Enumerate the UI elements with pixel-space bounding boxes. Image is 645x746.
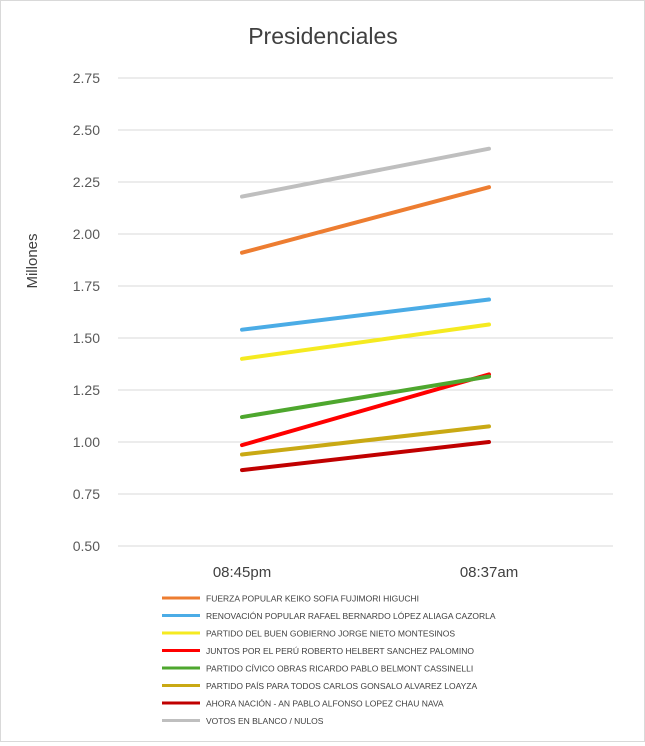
legend-entry: RENOVACIÓN POPULAR RAFAEL BERNARDO LÓPEZ… xyxy=(206,611,496,621)
y-tick-label: 0.75 xyxy=(73,486,100,502)
legend-entry: FUERZA POPULAR KEIKO SOFIA FUJIMORI HIGU… xyxy=(206,594,419,604)
y-tick-label: 2.25 xyxy=(73,174,100,190)
y-tick-label: 0.50 xyxy=(73,538,100,554)
series-line xyxy=(240,374,491,420)
legend-entry: AHORA NACIÓN - AN PABLO ALFONSO LOPEZ CH… xyxy=(206,699,444,709)
legend-entry: PARTIDO PAÍS PARA TODOS CARLOS GONSALO A… xyxy=(206,681,477,691)
y-tick-label: 1.75 xyxy=(73,278,100,294)
y-axis-ticks: 0.50 0.75 1.00 1.25 1.50 1.75 2.00 2.25 2.50 2.75 xyxy=(73,70,100,554)
y-axis-label: Millones xyxy=(24,233,41,288)
series-line xyxy=(240,297,491,332)
series-line xyxy=(240,322,491,361)
legend-entry: PARTIDO DEL BUEN GOBIERNO JORGE NIETO MO… xyxy=(206,629,455,639)
x-tick-label: 08:45pm xyxy=(213,564,271,581)
y-tick-label: 2.50 xyxy=(73,122,100,138)
x-tick-label: 08:37am xyxy=(460,564,518,581)
y-tick-label: 1.25 xyxy=(73,382,100,398)
series-line xyxy=(240,146,491,199)
series-line xyxy=(240,185,491,255)
series-lines xyxy=(240,146,491,473)
legend: FUERZA POPULAR KEIKO SOFIA FUJIMORI HIGU… xyxy=(162,594,496,726)
series-line xyxy=(240,440,491,473)
y-tick-label: 1.00 xyxy=(73,434,100,450)
gridlines xyxy=(118,77,613,547)
y-tick-label: 2.00 xyxy=(73,226,100,242)
y-tick-label: 1.50 xyxy=(73,330,100,346)
series-line xyxy=(240,424,491,457)
chart-title: Presidenciales xyxy=(248,23,398,49)
legend-entry: JUNTOS POR EL PERÚ ROBERTO HELBERT SANCH… xyxy=(206,646,474,656)
x-axis-ticks: 08:45pm 08:37am xyxy=(213,564,518,581)
legend-entry: PARTIDO CÍVICO OBRAS RICARDO PABLO BELMO… xyxy=(206,664,473,674)
legend-entry: VOTOS EN BLANCO / NULOS xyxy=(206,716,324,726)
series-line xyxy=(240,372,491,448)
y-tick-label: 2.75 xyxy=(73,70,100,86)
